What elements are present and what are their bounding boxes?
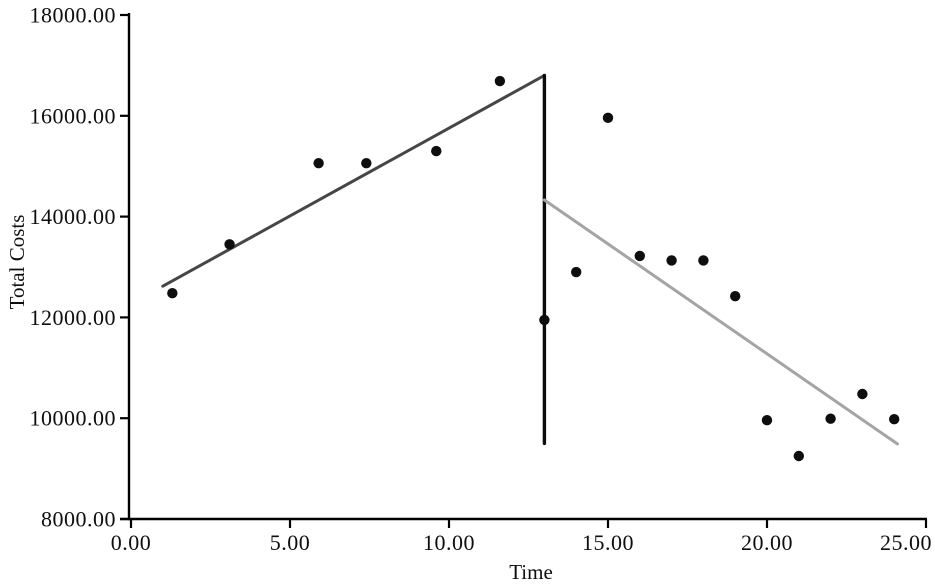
x-tick-label: 25.00 bbox=[880, 530, 932, 555]
x-tick-label: 10.00 bbox=[423, 530, 475, 555]
y-tick-label: 8000.00 bbox=[41, 507, 116, 532]
data-point bbox=[666, 255, 677, 266]
data-point bbox=[889, 414, 900, 425]
x-tick-label: 15.00 bbox=[582, 530, 634, 555]
data-point bbox=[698, 255, 709, 266]
x-tick-label: 20.00 bbox=[741, 530, 793, 555]
data-point bbox=[224, 239, 235, 250]
data-point bbox=[857, 388, 868, 400]
y-tick-label: 12000.00 bbox=[30, 305, 117, 330]
data-point bbox=[361, 157, 372, 169]
data-point bbox=[761, 415, 773, 426]
y-tick-label: 16000.00 bbox=[30, 103, 117, 128]
y-tick-label: 18000.00 bbox=[30, 3, 117, 28]
y-tick-label: 10000.00 bbox=[30, 406, 117, 431]
x-tick-label: 0.00 bbox=[111, 530, 152, 555]
data-point bbox=[634, 250, 645, 262]
x-tick-label: 5.00 bbox=[270, 530, 311, 555]
y-axis-title: Total Costs bbox=[5, 215, 29, 310]
data-point bbox=[313, 157, 324, 169]
x-axis-title: Time bbox=[509, 560, 553, 584]
series-layer bbox=[161, 73, 900, 462]
data-point bbox=[730, 291, 741, 302]
rising-trend-line bbox=[161, 73, 546, 288]
falling-trend-line bbox=[542, 198, 899, 446]
data-point bbox=[602, 112, 614, 124]
data-point bbox=[167, 288, 178, 299]
data-point bbox=[825, 413, 836, 424]
data-point bbox=[539, 314, 550, 326]
data-point bbox=[793, 450, 804, 462]
data-point bbox=[431, 145, 442, 157]
y-tick-label: 14000.00 bbox=[30, 204, 117, 229]
axes-layer: 8000.00 10000.00 12000.00 14000.00 16000.00 1… bbox=[30, 3, 932, 556]
data-point bbox=[494, 75, 506, 87]
data-point bbox=[571, 266, 582, 278]
